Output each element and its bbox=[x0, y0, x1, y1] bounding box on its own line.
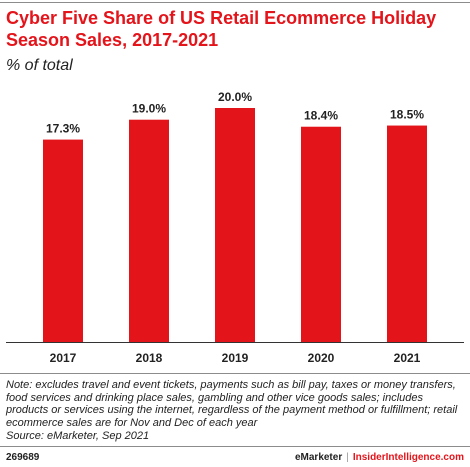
x-tick-label-2021: 2021 bbox=[394, 351, 421, 365]
data-label-2018: 19.0% bbox=[132, 102, 166, 116]
bar-2020 bbox=[301, 126, 341, 342]
data-label-2021: 18.5% bbox=[390, 108, 424, 122]
bar-chart: 17.3% 2017 19.0% 2018 20.0% 2019 18.4% 2020 18.5… bbox=[0, 90, 470, 374]
footer-brand: eMarketer | InsiderIntelligence.com bbox=[295, 452, 464, 463]
x-tick-label-2020: 2020 bbox=[308, 351, 335, 365]
site-link[interactable]: InsiderIntelligence.com bbox=[352, 452, 464, 463]
brand-name: eMarketer bbox=[294, 452, 343, 463]
bar-2017 bbox=[43, 139, 83, 342]
chart-id: 269689 bbox=[6, 452, 40, 463]
bar-2019 bbox=[215, 108, 255, 342]
chart-subtitle: % of total bbox=[6, 57, 73, 74]
footer-rule bbox=[0, 446, 470, 447]
x-tick-label-2017: 2017 bbox=[50, 351, 77, 365]
chart-source: Source: eMarketer, Sep 2021 bbox=[6, 430, 150, 442]
chart-note: Note: excludes travel and event tickets,… bbox=[6, 379, 458, 429]
footer: 269689 eMarketer | InsiderIntelligence.com bbox=[0, 448, 470, 467]
bar-2018 bbox=[129, 119, 169, 342]
bar-2021 bbox=[387, 125, 427, 342]
data-label-2017: 17.3% bbox=[46, 122, 80, 136]
data-label-2019: 20.0% bbox=[218, 90, 252, 104]
footer-separator: | bbox=[346, 452, 349, 463]
chart-title: Cyber Five Share of US Retail Ecommerce … bbox=[6, 8, 437, 50]
data-label-2020: 18.4% bbox=[304, 109, 338, 123]
top-rule bbox=[0, 2, 470, 3]
x-tick-label-2019: 2019 bbox=[222, 351, 249, 365]
x-tick-label-2018: 2018 bbox=[136, 351, 163, 365]
